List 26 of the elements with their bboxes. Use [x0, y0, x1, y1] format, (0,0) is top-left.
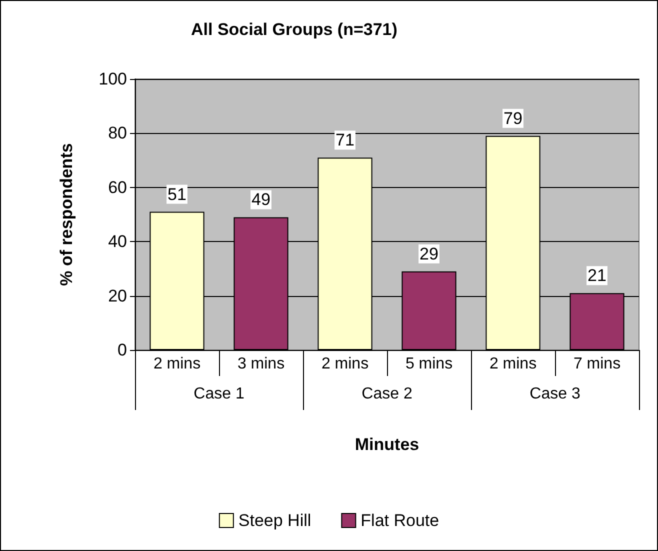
x-tick-label: 5 mins: [405, 356, 453, 372]
data-label: 71: [336, 130, 354, 150]
y-tick-label: 100: [98, 70, 127, 88]
x-tick-label: 2 mins: [489, 356, 537, 372]
data-label: 21: [588, 266, 606, 286]
legend-label: Flat Route: [360, 511, 440, 530]
data-label: 49: [252, 190, 270, 210]
y-tick-label: 40: [108, 232, 127, 252]
text: Case 1: [194, 386, 244, 402]
text: Case 2: [362, 386, 412, 402]
text: Case 3: [530, 386, 580, 402]
data-label: 29: [420, 244, 438, 264]
chart-title: All Social Groups (n=371): [191, 20, 398, 39]
y-tick-label: 0: [118, 340, 127, 360]
legend-label: Steep Hill: [238, 511, 312, 530]
y-tick-label: 80: [108, 124, 127, 143]
x-axis-title: Minutes: [354, 435, 420, 454]
x-tick-label: 3 mins: [237, 356, 285, 372]
y-axis-title: % of respondents: [57, 143, 76, 286]
data-label: 79: [504, 108, 522, 128]
x-tick-label: 2 mins: [153, 356, 201, 372]
y-tick-label: 20: [108, 286, 127, 306]
data-label: 51: [168, 184, 186, 204]
x-tick-label: 7 mins: [573, 356, 621, 372]
x-tick-label: 2 mins: [321, 356, 369, 372]
y-tick-label: 60: [108, 178, 127, 197]
